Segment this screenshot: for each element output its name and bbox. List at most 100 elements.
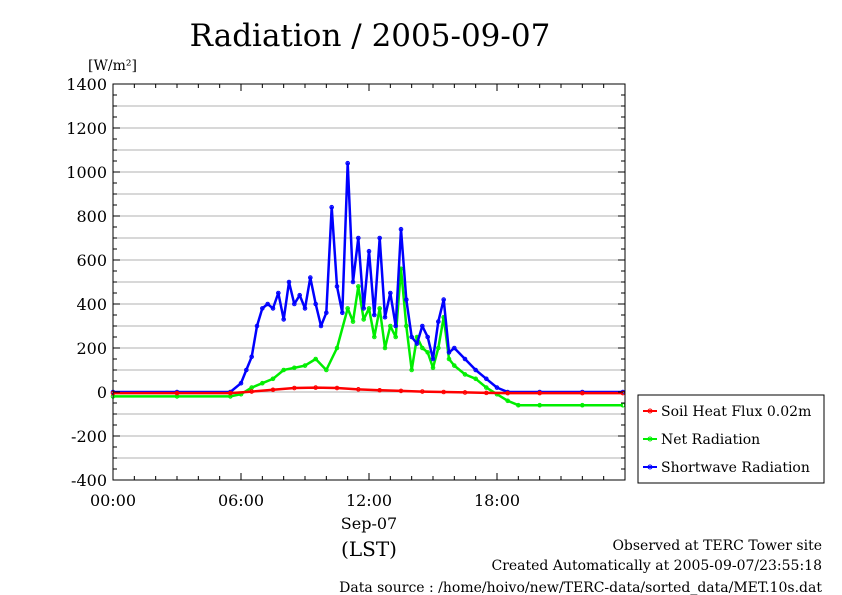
legend-label: Net Radiation — [661, 432, 760, 448]
x-axis-date-label: Sep-07 — [341, 514, 397, 533]
data-point — [265, 301, 270, 307]
y-tick-label: -400 — [71, 471, 107, 490]
y-tick-label: 1200 — [66, 119, 107, 138]
data-point — [276, 290, 281, 296]
series-line — [113, 267, 623, 407]
data-point — [260, 380, 265, 386]
data-point — [382, 345, 388, 351]
data-point — [270, 376, 276, 382]
data-point — [356, 284, 361, 289]
data-point — [452, 363, 457, 368]
legend-marker — [647, 408, 653, 414]
footer-data-source: Data source : /home/hoivo/new/TERC-data/… — [339, 580, 822, 595]
data-point — [414, 341, 420, 346]
data-point — [318, 323, 324, 329]
data-point — [441, 389, 446, 395]
y-tick-label: 0 — [97, 383, 107, 402]
data-point — [580, 402, 585, 408]
data-point — [356, 387, 361, 392]
x-tick-label: 12:00 — [346, 491, 392, 510]
data-point — [244, 367, 249, 373]
series-line — [113, 161, 623, 394]
data-point — [425, 334, 430, 340]
data-point — [334, 284, 340, 289]
data-point — [372, 312, 377, 318]
data-point — [409, 334, 414, 340]
x-tick-label: 06:00 — [218, 491, 264, 510]
legend-label: Soil Heat Flux 0.02m — [661, 404, 811, 420]
x-axis-timezone-label: (LST) — [341, 537, 397, 561]
data-point — [292, 365, 297, 371]
data-point — [580, 390, 585, 396]
data-point — [404, 297, 409, 302]
data-point — [350, 279, 356, 285]
data-point — [537, 390, 542, 396]
legend: Soil Heat Flux 0.02m Net Radiation Shortwa… — [637, 394, 825, 484]
data-point — [473, 367, 478, 373]
data-point — [334, 385, 340, 391]
data-point — [174, 390, 180, 396]
data-point — [430, 365, 436, 371]
data-point — [372, 334, 377, 340]
data-point — [436, 345, 441, 351]
data-point — [345, 160, 350, 166]
data-point — [345, 306, 350, 311]
chart-title: Radiation / 2005-09-07 — [190, 18, 551, 54]
legend-marker — [647, 436, 653, 442]
data-point — [484, 390, 489, 396]
data-point — [377, 387, 382, 393]
data-point — [420, 389, 425, 394]
data-point — [462, 372, 468, 377]
data-point — [340, 310, 345, 316]
data-point — [425, 350, 430, 355]
data-point — [286, 279, 292, 285]
data-point — [494, 385, 500, 390]
data-point — [281, 317, 286, 322]
data-point — [484, 385, 489, 390]
data-point — [324, 367, 329, 373]
data-point — [249, 354, 254, 360]
y-axis-unit: [W/m²] — [88, 58, 137, 74]
data-point — [366, 248, 372, 254]
data-point — [270, 387, 276, 393]
legend-box — [637, 394, 825, 484]
series-line — [113, 386, 623, 395]
y-tick-label: 800 — [76, 207, 107, 226]
data-point — [292, 385, 297, 391]
data-point — [377, 306, 382, 311]
data-point — [537, 402, 542, 408]
data-point — [297, 292, 302, 298]
data-point — [292, 301, 297, 307]
data-point — [382, 314, 388, 320]
data-point — [430, 356, 436, 362]
data-point — [308, 275, 313, 280]
axes-ticks: -400 -200 0 200 400 600 800 1000 1200 1400 00:00 06… — [66, 75, 626, 510]
grid — [113, 105, 625, 459]
data-point — [420, 323, 425, 329]
data-point — [329, 204, 334, 210]
data-point — [313, 385, 318, 390]
data-point — [377, 235, 382, 241]
data-point — [484, 376, 489, 382]
footer-created-at: Created Automatically at 2005-09-07/23:5… — [491, 558, 822, 574]
data-point — [446, 350, 452, 355]
data-point — [404, 323, 409, 329]
data-point — [361, 306, 366, 311]
data-point — [462, 390, 468, 395]
data-point — [446, 356, 452, 362]
data-point — [505, 390, 510, 396]
data-point — [270, 306, 276, 311]
data-point — [441, 297, 446, 302]
data-point — [409, 367, 414, 373]
data-point — [462, 356, 468, 362]
data-point — [393, 334, 398, 340]
data-point — [350, 319, 356, 324]
data-point — [313, 356, 318, 362]
data-point — [260, 306, 265, 311]
data-point — [361, 317, 366, 322]
legend-marker — [647, 464, 653, 470]
data-point — [436, 319, 441, 324]
data-point — [324, 310, 329, 316]
y-tick-label: 1000 — [66, 163, 107, 182]
